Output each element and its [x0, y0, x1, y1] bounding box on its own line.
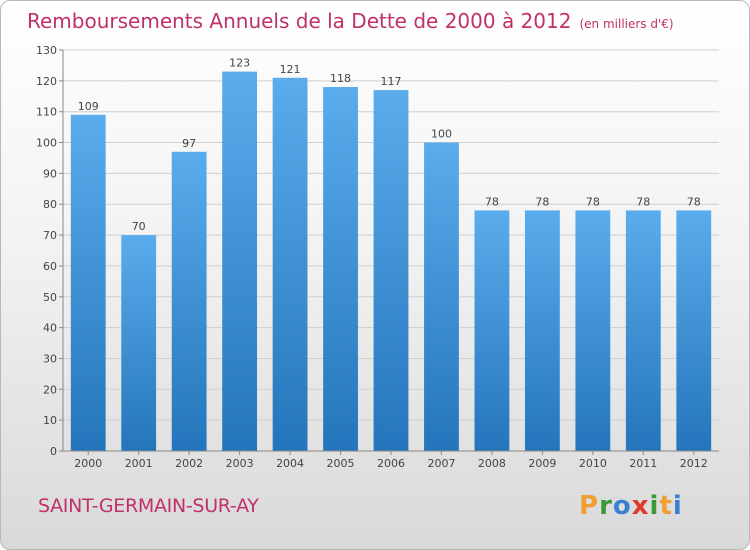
bar-2009 [524, 210, 560, 451]
x-tick-label: 2007 [427, 457, 455, 470]
logo-letter: o [612, 491, 632, 521]
bar-2007 [424, 142, 459, 452]
y-tick-label: 90 [43, 167, 57, 180]
data-label: 123 [229, 57, 250, 70]
x-tick-label: 2010 [579, 457, 607, 470]
chart-title: Remboursements Annuels de la Dette de 20… [27, 9, 674, 33]
bar-2010 [575, 210, 611, 451]
data-label: 100 [431, 128, 452, 141]
logo-letter: i [649, 491, 660, 521]
bar-2000 [70, 114, 106, 452]
y-tick-label: 60 [43, 260, 57, 273]
data-label: 78 [586, 195, 600, 208]
y-tick-label: 30 [43, 352, 57, 365]
data-label: 97 [182, 137, 196, 150]
y-tick-label: 50 [43, 291, 57, 304]
data-label: 117 [381, 75, 402, 88]
data-label: 78 [535, 195, 549, 208]
x-tick-label: 2005 [327, 457, 355, 470]
x-tick-label: 2008 [478, 457, 506, 470]
chart-subtitle: (en milliers d'€) [579, 17, 674, 31]
bar-2006 [373, 90, 409, 451]
logo-letter: P [579, 491, 600, 521]
x-tick-label: 2012 [680, 457, 708, 470]
chart-title-text: Remboursements Annuels de la Dette de 20… [27, 9, 572, 33]
logo-letter: i [672, 491, 683, 521]
x-tick-label: 2004 [276, 457, 304, 470]
y-tick-label: 120 [36, 75, 57, 88]
bar-2011 [625, 210, 661, 451]
bar-2003 [222, 71, 258, 451]
bar-2012 [676, 210, 712, 451]
data-label: 118 [330, 72, 351, 85]
data-label: 109 [78, 100, 99, 113]
data-label: 78 [687, 195, 701, 208]
y-tick-label: 10 [43, 414, 57, 427]
x-tick-label: 2001 [125, 457, 153, 470]
x-tick-label: 2006 [377, 457, 405, 470]
y-tick-label: 100 [36, 137, 57, 150]
logo-letter: x [631, 491, 650, 521]
bar-2005 [323, 87, 358, 451]
bar-2001 [121, 235, 157, 451]
y-tick-label: 130 [36, 44, 57, 57]
y-tick-label: 110 [36, 106, 57, 119]
logo-letter: t [659, 491, 673, 521]
logo-letter: r [599, 491, 613, 521]
data-label: 78 [485, 195, 499, 208]
data-label: 70 [132, 220, 146, 233]
commune-name: SAINT-GERMAIN-SUR-AY [38, 495, 259, 517]
x-tick-label: 2000 [74, 457, 102, 470]
y-tick-label: 0 [50, 445, 57, 458]
x-tick-label: 2002 [175, 457, 203, 470]
x-tick-label: 2009 [528, 457, 556, 470]
x-tick-label: 2003 [226, 457, 254, 470]
y-tick-label: 70 [43, 229, 57, 242]
bar-2004 [272, 77, 308, 451]
proxiti-logo: Proxiti [579, 491, 683, 521]
y-tick-label: 80 [43, 198, 57, 211]
data-label: 121 [280, 63, 301, 76]
data-label: 78 [636, 195, 650, 208]
x-tick-label: 2011 [629, 457, 657, 470]
bar-2002 [171, 151, 207, 452]
y-tick-label: 40 [43, 322, 57, 335]
y-tick-label: 20 [43, 383, 57, 396]
bar-2008 [474, 210, 510, 451]
